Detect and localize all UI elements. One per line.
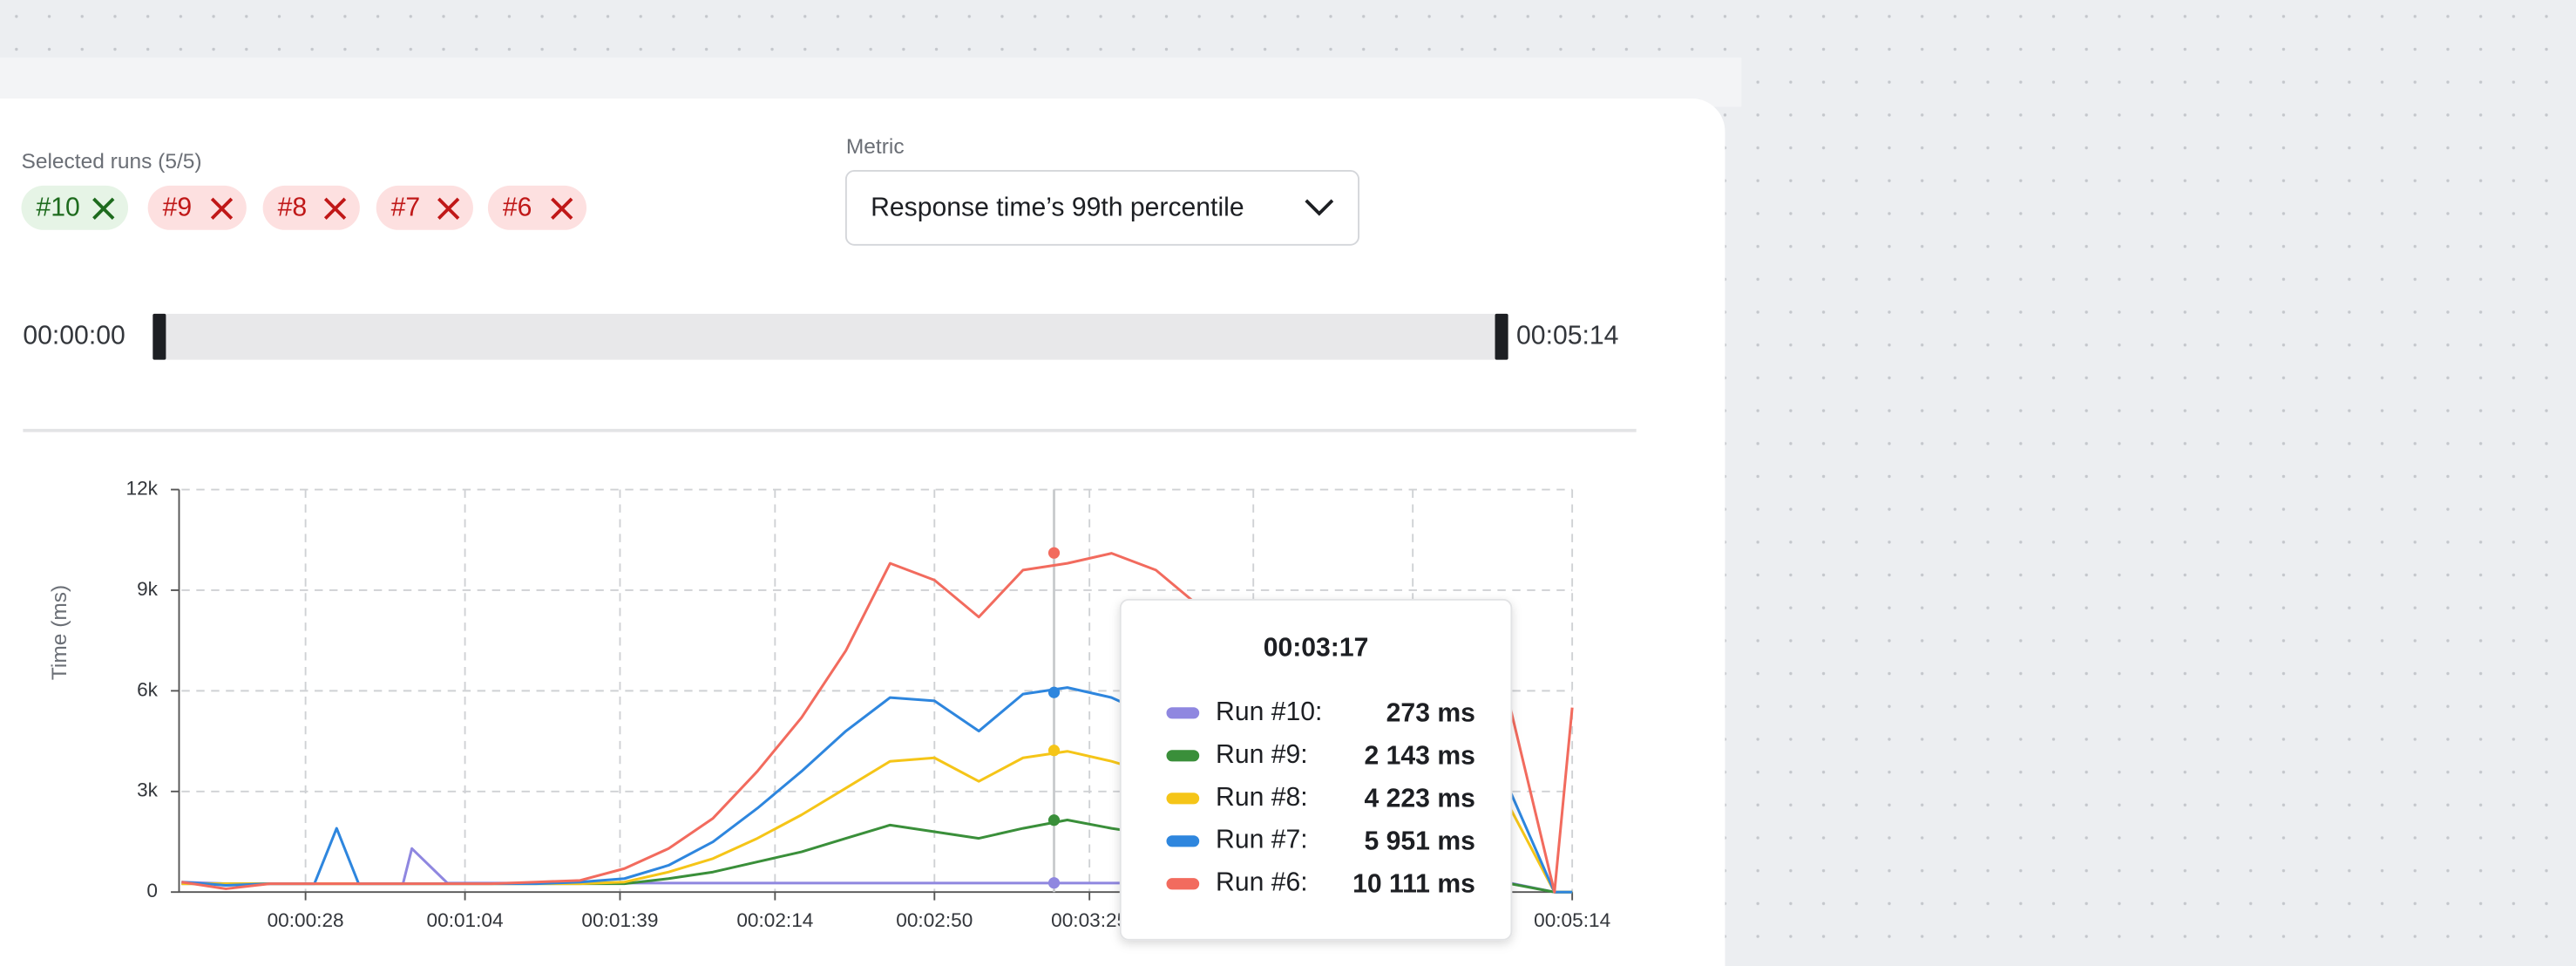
plot: 0 3k 6k 9k 12k 00:00:28 00:01:04 00:01:39 00:02:…	[126, 478, 1610, 941]
tooltip-run-name: Run #9:	[1216, 740, 1308, 769]
range-handle-end[interactable]	[1495, 313, 1508, 360]
run-chip[interactable]	[487, 185, 587, 230]
x-tick-label: 00:02:50	[896, 909, 973, 931]
dropdown-chevron[interactable]	[1305, 199, 1334, 216]
tooltip-swatch	[1166, 750, 1200, 762]
tooltip-run-name: Run #6:	[1216, 868, 1308, 897]
x-tick-label: 00:01:39	[581, 909, 658, 931]
tooltip	[1119, 598, 1513, 941]
range-end: 00:05:14	[1516, 321, 1618, 350]
x-tick-label: 00:03:25	[1051, 909, 1128, 931]
selection-label: Selected runs (5/5)	[22, 150, 202, 173]
x-tick-label: 00:01:04	[427, 909, 504, 931]
x-tick-label: 00:05:14	[1534, 909, 1610, 931]
range-track[interactable]	[159, 313, 1503, 360]
tooltip-run-name: Run #7:	[1216, 826, 1308, 854]
hover-marker	[1047, 877, 1061, 889]
tooltip-value: 4 223 ms	[1365, 785, 1475, 813]
run-chip-label[interactable]: #10	[36, 193, 79, 221]
chip-list: #10 #9 #8 #7 #6	[21, 185, 587, 230]
tooltip-value: 273 ms	[1386, 699, 1475, 728]
tooltip-value: 10 111 ms	[1352, 870, 1475, 899]
chip-remove-icon[interactable]	[437, 197, 460, 220]
range-start: 00:00:00	[23, 321, 125, 350]
run-chip[interactable]	[21, 185, 129, 230]
tooltip-value: 2 143 ms	[1365, 742, 1475, 771]
metric-value[interactable]: Response time’s 99th percentile	[871, 193, 1244, 221]
run-chip-label[interactable]: #6	[503, 193, 532, 221]
tooltip-time: 00:03:17	[1264, 633, 1369, 662]
run-chip[interactable]	[376, 185, 473, 230]
hover-marker	[1047, 814, 1061, 827]
y-tick-label: 0	[146, 880, 158, 901]
hover-marker	[1047, 547, 1061, 559]
y-tick-label: 12k	[126, 478, 159, 500]
range-handle-start[interactable]	[153, 313, 166, 360]
tooltip-swatch	[1166, 793, 1200, 805]
tooltip-run-name: Run #8:	[1216, 783, 1308, 812]
hover-marker	[1047, 745, 1061, 757]
y-tick-label: 6k	[137, 678, 159, 700]
metric-dropdown[interactable]	[844, 170, 1360, 246]
y-axis-label: Time (ms)	[48, 585, 71, 680]
tooltip-run-name: Run #10:	[1216, 697, 1322, 726]
run-chip-label[interactable]: #9	[163, 193, 193, 221]
tooltip-swatch	[1166, 878, 1200, 890]
run-chip[interactable]	[262, 185, 360, 230]
run-chip[interactable]	[147, 185, 247, 230]
metric-label: Metric	[846, 135, 905, 159]
chip-remove-icon[interactable]	[210, 197, 234, 220]
chip-remove-icon[interactable]	[92, 197, 115, 220]
hover-marker	[1047, 686, 1061, 698]
y-tick-label: 3k	[137, 779, 159, 801]
x-tick-label: 00:02:14	[736, 909, 813, 931]
run-chip-label[interactable]: #7	[391, 193, 421, 221]
tooltip-swatch	[1166, 835, 1200, 847]
chip-remove-icon[interactable]	[323, 197, 347, 220]
y-tick-label: 9k	[137, 578, 159, 600]
x-tick-label: 00:00:28	[268, 909, 344, 931]
tooltip-swatch	[1166, 707, 1200, 719]
chip-remove-icon[interactable]	[551, 197, 573, 220]
tooltip-value: 5 951 ms	[1365, 827, 1475, 856]
run-chip-label[interactable]: #8	[278, 193, 308, 221]
